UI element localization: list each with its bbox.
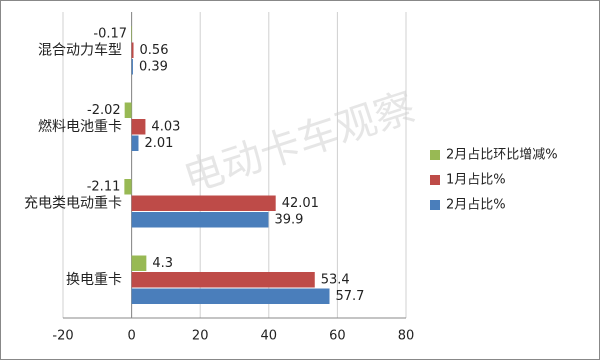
data-label: -2.11	[87, 179, 121, 194]
x-tick-label: -20	[52, 329, 73, 344]
bar	[131, 212, 269, 228]
legend-swatch	[430, 200, 440, 210]
x-tick-label: 60	[329, 329, 346, 344]
bar	[131, 26, 132, 42]
bar	[124, 179, 132, 195]
bar	[131, 255, 147, 271]
bar	[131, 119, 146, 135]
legend-swatch	[430, 150, 440, 160]
bar	[124, 102, 132, 118]
bar	[131, 59, 133, 75]
data-label: 53.4	[321, 272, 350, 287]
bar	[131, 195, 276, 211]
bar	[131, 42, 134, 58]
data-label: 4.03	[151, 119, 180, 134]
data-label: 42.01	[282, 196, 319, 211]
x-tick-label: 0	[127, 329, 135, 344]
x-tick-label: 20	[192, 329, 209, 344]
bar	[131, 288, 330, 304]
data-label: 2.01	[144, 136, 173, 151]
legend-swatch	[430, 175, 440, 185]
bar	[131, 272, 315, 288]
legend-label: 2月占比%	[446, 198, 506, 213]
bar	[131, 135, 139, 151]
x-tick-label: 40	[261, 329, 278, 344]
legend-label: 2月占比环比增减%	[446, 148, 558, 163]
x-tick-label: 80	[398, 329, 415, 344]
data-label: 0.39	[139, 59, 168, 74]
y-tick-label: 充电类电动重卡	[24, 195, 122, 211]
y-tick-label: 混合动力车型	[38, 41, 122, 58]
data-label: -2.02	[87, 103, 121, 118]
data-label: 39.9	[274, 212, 303, 227]
data-label: 4.3	[152, 256, 173, 271]
data-label: 57.7	[336, 289, 365, 304]
y-tick-label: 换电重卡	[66, 271, 122, 288]
legend-label: 1月占比%	[446, 173, 506, 188]
data-label: 0.56	[140, 43, 169, 58]
data-label: -0.17	[93, 26, 127, 41]
y-tick-label: 燃料电池重卡	[38, 118, 122, 135]
